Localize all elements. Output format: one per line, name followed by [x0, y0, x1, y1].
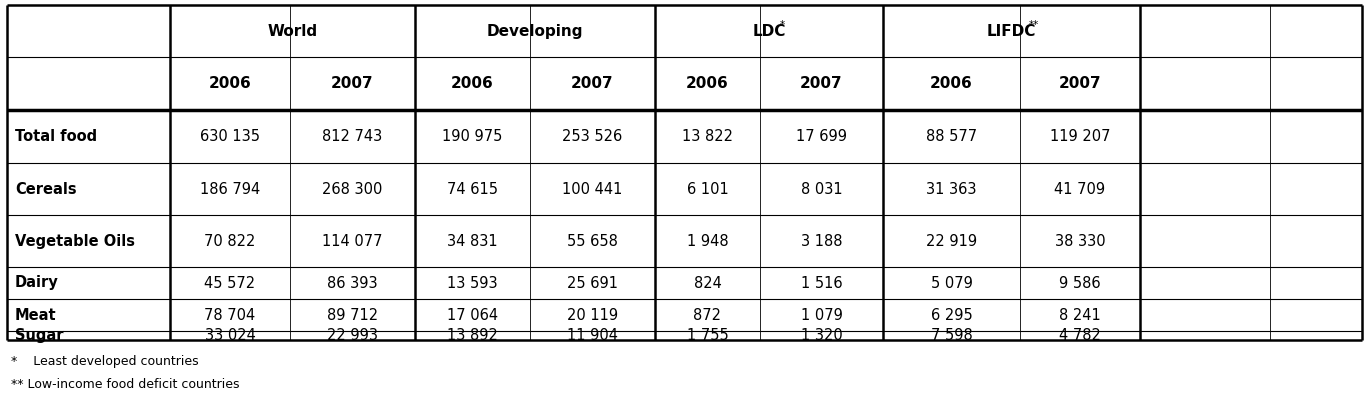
Text: 872: 872: [694, 307, 721, 323]
Text: 34 831: 34 831: [448, 234, 498, 248]
Text: World: World: [267, 23, 318, 38]
Text: 38 330: 38 330: [1054, 234, 1105, 248]
Text: 33 024: 33 024: [204, 328, 256, 343]
Text: 45 572: 45 572: [204, 276, 256, 290]
Text: 70 822: 70 822: [204, 234, 256, 248]
Text: 3 188: 3 188: [801, 234, 842, 248]
Text: *    Least developed countries: * Least developed countries: [11, 355, 199, 368]
Text: 13 593: 13 593: [448, 276, 498, 290]
Text: 17 699: 17 699: [795, 129, 847, 144]
Text: 25 691: 25 691: [567, 276, 617, 290]
Text: ** Low-income food deficit countries: ** Low-income food deficit countries: [11, 378, 240, 391]
Text: 4 782: 4 782: [1060, 328, 1101, 343]
Text: 41 709: 41 709: [1054, 182, 1106, 197]
Text: 22 919: 22 919: [925, 234, 977, 248]
Text: Dairy: Dairy: [15, 276, 59, 290]
Text: 5 079: 5 079: [931, 276, 972, 290]
Text: Vegetable Oils: Vegetable Oils: [15, 234, 136, 248]
Text: 20 119: 20 119: [567, 307, 617, 323]
Text: 8 031: 8 031: [801, 182, 842, 197]
Text: 78 704: 78 704: [204, 307, 256, 323]
Text: 6 101: 6 101: [687, 182, 728, 197]
Text: 119 207: 119 207: [1050, 129, 1110, 144]
Text: 1 079: 1 079: [801, 307, 842, 323]
Text: 2007: 2007: [801, 76, 843, 91]
Text: 6 295: 6 295: [931, 307, 972, 323]
Text: 100 441: 100 441: [563, 182, 623, 197]
Text: 253 526: 253 526: [563, 129, 623, 144]
Text: 2006: 2006: [686, 76, 728, 91]
Text: 2007: 2007: [331, 76, 374, 91]
Text: 74 615: 74 615: [448, 182, 498, 197]
Text: 55 658: 55 658: [567, 234, 617, 248]
Text: 88 577: 88 577: [925, 129, 977, 144]
Text: 2006: 2006: [208, 76, 252, 91]
Text: 630 135: 630 135: [200, 129, 260, 144]
Text: Cereals: Cereals: [15, 182, 77, 197]
Text: 268 300: 268 300: [322, 182, 383, 197]
Text: 2007: 2007: [1058, 76, 1101, 91]
Text: 22 993: 22 993: [327, 328, 378, 343]
Text: Developing: Developing: [487, 23, 583, 38]
Text: **: **: [1029, 20, 1039, 30]
Text: Sugar: Sugar: [15, 328, 63, 343]
Text: 2006: 2006: [452, 76, 494, 91]
Text: 13 892: 13 892: [448, 328, 498, 343]
Text: 186 794: 186 794: [200, 182, 260, 197]
Text: *: *: [779, 20, 784, 30]
Text: 812 743: 812 743: [322, 129, 382, 144]
Text: Meat: Meat: [15, 307, 56, 323]
Text: 17 064: 17 064: [446, 307, 498, 323]
Text: LDC: LDC: [753, 23, 786, 38]
Text: 89 712: 89 712: [327, 307, 378, 323]
Text: 1 516: 1 516: [801, 276, 842, 290]
Text: 13 822: 13 822: [682, 129, 732, 144]
Text: 1 320: 1 320: [801, 328, 842, 343]
Text: 1 755: 1 755: [687, 328, 728, 343]
Text: LIFDC: LIFDC: [987, 23, 1036, 38]
Text: 1 948: 1 948: [687, 234, 728, 248]
Text: Total food: Total food: [15, 129, 97, 144]
Text: 114 077: 114 077: [322, 234, 383, 248]
Text: 2007: 2007: [571, 76, 613, 91]
Text: 2006: 2006: [930, 76, 973, 91]
Text: 190 975: 190 975: [442, 129, 502, 144]
Text: 824: 824: [694, 276, 721, 290]
Text: 8 241: 8 241: [1060, 307, 1101, 323]
Text: 11 904: 11 904: [567, 328, 617, 343]
Text: 31 363: 31 363: [927, 182, 976, 197]
Text: 7 598: 7 598: [931, 328, 972, 343]
Text: 9 586: 9 586: [1060, 276, 1101, 290]
Text: 86 393: 86 393: [327, 276, 378, 290]
